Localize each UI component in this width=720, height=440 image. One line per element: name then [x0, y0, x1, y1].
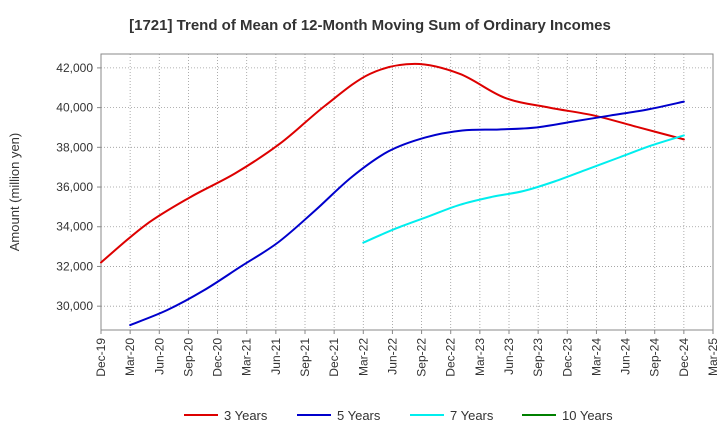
y-tick-label: 30,000	[56, 299, 93, 313]
series-line-3-years	[100, 62, 685, 264]
x-tick-label: Dec-21	[327, 338, 341, 377]
legend-label-3-years: 3 Years	[224, 408, 268, 423]
y-tick-label: 34,000	[56, 220, 93, 234]
x-tick-label: Sep-22	[415, 338, 429, 377]
legend-label-5-years: 5 Years	[337, 408, 381, 423]
x-tick-label: Dec-20	[211, 338, 225, 377]
y-tick-label: 38,000	[56, 140, 93, 154]
x-tick-label: Sep-20	[181, 338, 195, 377]
y-tick-label: 42,000	[56, 61, 93, 75]
plot-frame	[100, 53, 714, 331]
x-tick-label: Jun-24	[619, 338, 633, 375]
x-tick-label: Mar-21	[240, 338, 254, 376]
x-tick-label: Jun-22	[385, 338, 399, 375]
x-tick-label: Dec-24	[677, 338, 691, 377]
legend: 3 Years 5 Years 7 Years 10 Years	[184, 408, 613, 423]
x-tick-label: Mar-20	[123, 338, 137, 376]
y-axis-label: Amount (million yen)	[7, 133, 22, 252]
grid	[101, 54, 713, 330]
x-axis-ticks: Dec-19 Mar-20 Jun-20 Sep-20 Dec-20 Mar-21 Jun-…	[94, 330, 720, 377]
x-tick-label: Mar-22	[356, 338, 370, 376]
y-tick-label: 40,000	[56, 101, 93, 115]
x-tick-label: Dec-23	[560, 338, 574, 377]
x-tick-label: Jun-21	[269, 338, 283, 375]
x-tick-label: Mar-25	[706, 338, 720, 376]
legend-label-10-years: 10 Years	[562, 408, 613, 423]
x-tick-label: Dec-22	[444, 338, 458, 377]
legend-label-7-years: 7 Years	[450, 408, 494, 423]
x-tick-label: Sep-21	[298, 338, 312, 377]
y-tick-label: 32,000	[56, 259, 93, 273]
series-lines	[100, 62, 685, 327]
x-tick-label: Jun-20	[152, 338, 166, 375]
y-axis-ticks: 30,000 32,000 34,000 36,000 38,000 40,000 42,0…	[56, 61, 101, 313]
x-tick-label: Jun-23	[502, 338, 516, 375]
x-tick-label: Mar-23	[473, 338, 487, 376]
x-tick-label: Sep-24	[648, 338, 662, 377]
x-tick-label: Mar-24	[589, 338, 603, 376]
chart-title: [1721] Trend of Mean of 12-Month Moving …	[129, 17, 611, 34]
y-tick-label: 36,000	[56, 180, 93, 194]
x-tick-label: Dec-19	[94, 338, 108, 377]
series-line-5-years	[129, 100, 685, 327]
x-tick-label: Sep-23	[531, 338, 545, 377]
series-line-7-years	[362, 134, 685, 244]
